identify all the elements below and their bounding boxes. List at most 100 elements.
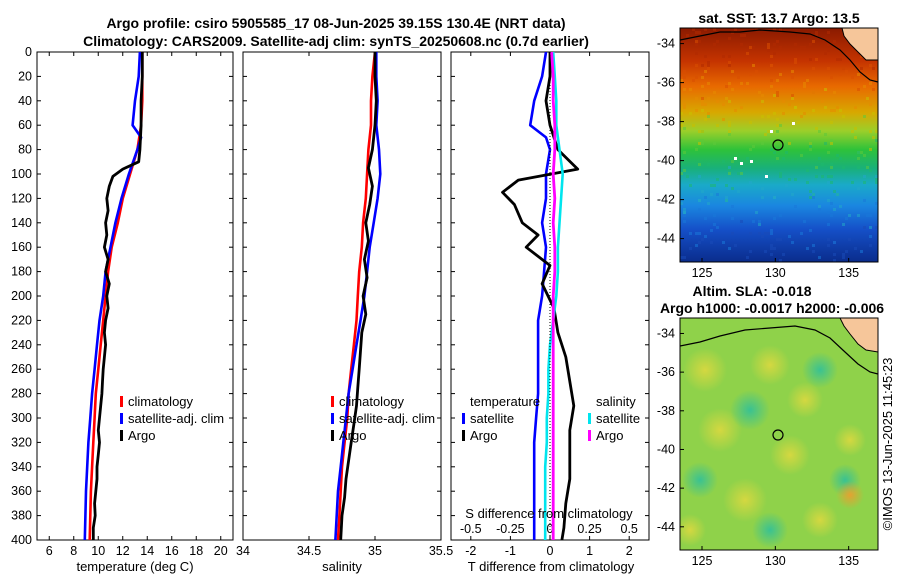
sla-eddy (787, 382, 823, 418)
sst-pixel (725, 97, 728, 100)
sla-land-australia (839, 318, 878, 353)
sst-pixel (698, 139, 701, 142)
sst-pixel (779, 28, 782, 31)
sst-pixel (809, 43, 812, 46)
sst-pixel (683, 220, 686, 223)
sst-pixel (737, 190, 740, 193)
sst-pixel (857, 214, 860, 217)
sst-pixel (827, 43, 830, 46)
sst-pixel (701, 97, 704, 100)
legend-swatch-argo (331, 430, 334, 441)
sst-pixel (830, 76, 833, 79)
sla-map-frame (679, 317, 879, 551)
legend-swatch-t-satellite (462, 413, 465, 424)
sst-pixel (767, 49, 770, 52)
sst-pixel (869, 214, 872, 217)
sst-pixel (863, 154, 866, 157)
sst-pixel (857, 187, 860, 190)
sst-pixel (863, 226, 866, 229)
sst-pixel (779, 124, 782, 127)
sst-pixel (833, 259, 836, 262)
sst-pixel (749, 181, 752, 184)
sst-pixel (848, 238, 851, 241)
sst-pixel (860, 73, 863, 76)
sst-pixel (689, 184, 692, 187)
difference-xlabel-top: S difference from climatology (465, 506, 633, 521)
sst-pixel (695, 148, 698, 151)
sst-pixel (701, 100, 704, 103)
y-tick-label: 340 (11, 460, 32, 474)
legend-swatch-s-satellite (588, 413, 591, 424)
sst-pixel (827, 223, 830, 226)
sst-pixel (689, 88, 692, 91)
sst-pixel (869, 235, 872, 238)
sst-pixel (731, 88, 734, 91)
sst-pixel (695, 109, 698, 112)
sst-pixel (839, 157, 842, 160)
sst-pixel (800, 115, 803, 118)
sst-pixel (851, 181, 854, 184)
x-tick-label: 35.5 (429, 544, 453, 558)
sst-pixel (845, 70, 848, 73)
sst-pixel (680, 112, 683, 115)
sst-pixel (815, 34, 818, 37)
sst-pixel (698, 241, 701, 244)
sst-pixel (827, 31, 830, 34)
sst-pixel (824, 106, 827, 109)
sst-pixel (770, 244, 773, 247)
y-tick-label: 380 (11, 509, 32, 523)
sla-eddy (730, 390, 770, 430)
sst-pixel (758, 91, 761, 94)
sst-pixel (755, 70, 758, 73)
sst-pixel (698, 175, 701, 178)
sst-pixel (740, 82, 743, 85)
sst-pixel (812, 109, 815, 112)
sst-pixel (842, 67, 845, 70)
sst-pixel (683, 169, 686, 172)
sst-pixel (761, 94, 764, 97)
sst-pixel (872, 136, 875, 139)
sst-pixel (746, 52, 749, 55)
x-tick-label: -2 (465, 544, 476, 558)
sst-pixel (707, 67, 710, 70)
sst-pixel (701, 130, 704, 133)
sst-pixel (824, 142, 827, 145)
sst-pixel (815, 166, 818, 169)
map-y-tick-label: -42 (657, 193, 675, 207)
legend-argo: Argo (128, 428, 155, 443)
sst-pixel (755, 211, 758, 214)
sst-pixel (800, 46, 803, 49)
sst-pixel (698, 208, 701, 211)
sst-pixel (875, 181, 878, 184)
sst-pixel (728, 172, 731, 175)
sst-pixel (869, 148, 872, 151)
sst-pixel (704, 70, 707, 73)
sst-pixel (803, 85, 806, 88)
sst-pixel (848, 214, 851, 217)
sst-pixel (854, 136, 857, 139)
sla-eddy (698, 408, 742, 452)
sst-pixel (815, 127, 818, 130)
y-tick-label: 80 (18, 143, 32, 157)
y-tick-label: 400 (11, 533, 32, 547)
sst-pixel (722, 241, 725, 244)
sst-pixel (866, 166, 869, 169)
sst-pixel (704, 235, 707, 238)
y-tick-label: 0 (25, 45, 32, 59)
sst-pixel (875, 130, 878, 133)
map-y-tick-label: -38 (657, 404, 675, 418)
s-tick-label: 0.5 (621, 522, 638, 536)
sla-eddy (836, 481, 864, 509)
sst-pixel (716, 100, 719, 103)
map-x-tick-label: 135 (838, 266, 859, 280)
sst-pixel (731, 217, 734, 220)
sst-pixel (830, 166, 833, 169)
legend-satellite-adj: satellite-adj. clim (339, 411, 435, 426)
sst-pixel (830, 109, 833, 112)
sst-pixel (701, 103, 704, 106)
sst-pixel (827, 151, 830, 154)
sst-pixel (773, 94, 776, 97)
sst-pixel (710, 229, 713, 232)
sst-pixel (839, 73, 842, 76)
sla-shelf-contour (680, 325, 878, 375)
